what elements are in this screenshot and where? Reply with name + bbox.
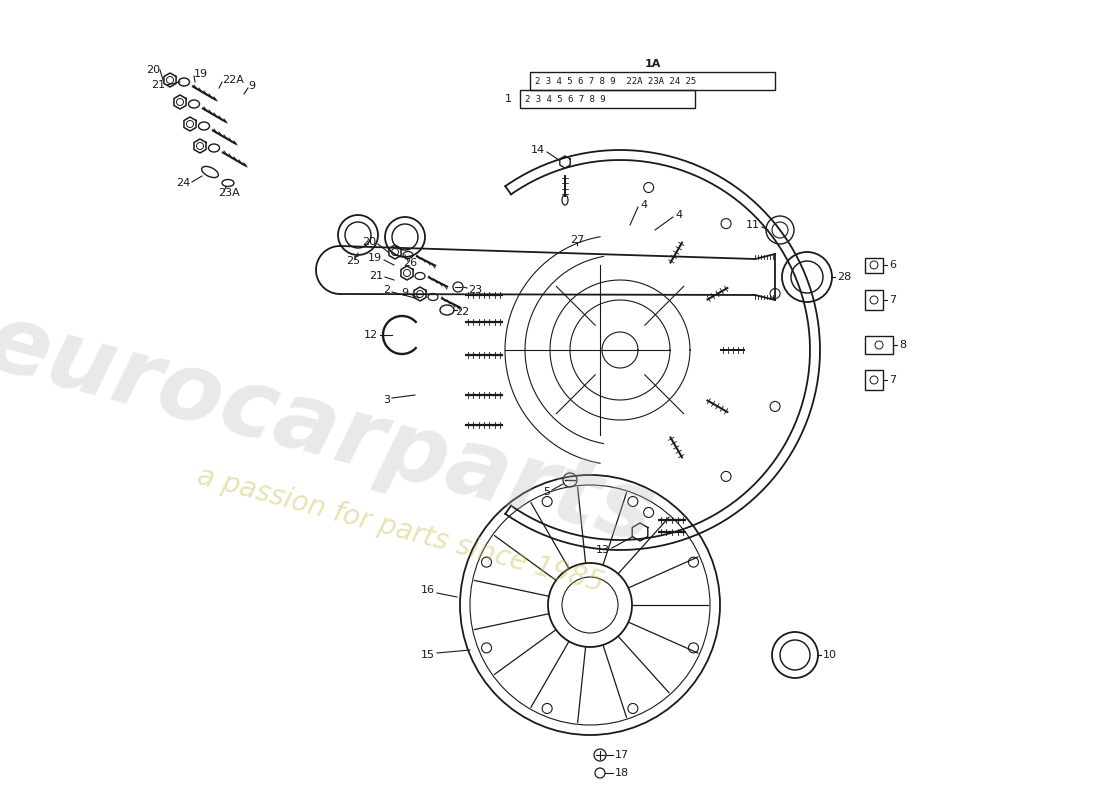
- Text: a passion for parts since 1985: a passion for parts since 1985: [194, 462, 606, 598]
- Text: 28: 28: [837, 272, 851, 282]
- Text: 9: 9: [248, 81, 255, 91]
- Text: 22: 22: [455, 307, 470, 317]
- Bar: [865, 290, 883, 310]
- Text: 23: 23: [468, 285, 482, 295]
- Text: 18: 18: [615, 768, 629, 778]
- Text: 25: 25: [345, 256, 360, 266]
- Text: 19: 19: [367, 253, 382, 263]
- Text: 3: 3: [383, 395, 390, 405]
- Text: 19: 19: [194, 69, 208, 79]
- Text: 8: 8: [899, 340, 906, 350]
- Text: 24: 24: [176, 178, 190, 188]
- Bar: [520, 90, 695, 108]
- Text: 4: 4: [675, 210, 682, 220]
- Text: 2 3 4 5 6 7 8 9  22A 23A 24 25: 2 3 4 5 6 7 8 9 22A 23A 24 25: [535, 77, 696, 86]
- Text: 26: 26: [403, 258, 417, 268]
- Text: 17: 17: [615, 750, 629, 760]
- Text: 23A: 23A: [218, 188, 240, 198]
- Bar: [865, 258, 883, 273]
- Text: 7: 7: [889, 295, 896, 305]
- Text: 2: 2: [383, 285, 390, 295]
- Text: 6: 6: [889, 260, 896, 270]
- Text: 13: 13: [596, 545, 611, 555]
- Bar: [865, 370, 883, 390]
- Text: 9: 9: [400, 288, 408, 298]
- Text: eurocarparts: eurocarparts: [0, 297, 664, 563]
- Text: 7: 7: [889, 375, 896, 385]
- Bar: [865, 336, 893, 354]
- Text: 1: 1: [505, 94, 512, 104]
- Text: 16: 16: [421, 585, 434, 595]
- Text: 20: 20: [362, 237, 376, 247]
- Text: 12: 12: [364, 330, 378, 340]
- Text: 21: 21: [151, 80, 165, 90]
- Bar: [530, 72, 775, 90]
- Text: 21: 21: [368, 271, 383, 281]
- Text: 1A: 1A: [645, 59, 661, 69]
- Text: 27: 27: [570, 235, 584, 245]
- Text: 11: 11: [746, 220, 760, 230]
- Text: 2 3 4 5 6 7 8 9: 2 3 4 5 6 7 8 9: [525, 94, 606, 103]
- Text: 4: 4: [640, 200, 647, 210]
- Text: 15: 15: [421, 650, 434, 660]
- Text: 14: 14: [531, 145, 544, 155]
- Text: 22A: 22A: [222, 75, 244, 85]
- Text: 10: 10: [823, 650, 837, 660]
- Text: 20: 20: [146, 65, 160, 75]
- Text: 5: 5: [543, 487, 550, 497]
